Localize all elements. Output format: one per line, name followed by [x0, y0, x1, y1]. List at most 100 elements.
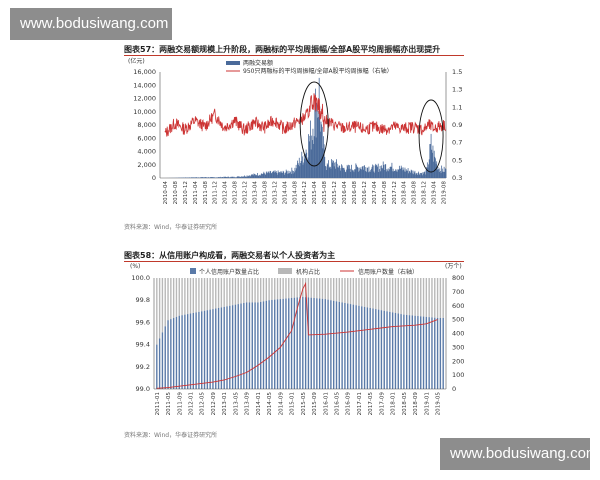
chart1-bar	[316, 117, 318, 178]
chart1-bar	[262, 173, 264, 178]
chart2-personal-bar	[161, 332, 164, 389]
chart2-institution-bar	[226, 278, 228, 307]
chart2-source: 资料来源：Wind，华泰证券研究所	[124, 432, 218, 439]
chart1-bar	[317, 111, 319, 178]
chart1-yright-tick: 1.3	[452, 86, 462, 94]
chart1-bar	[209, 177, 211, 178]
chart1-bar	[325, 166, 327, 178]
chart1-bar	[203, 177, 205, 178]
chart1-bar	[280, 171, 282, 178]
chart1-bar	[216, 177, 217, 178]
chart2-institution-bar	[405, 278, 408, 315]
chart1-bar	[404, 167, 406, 178]
chart1-bar	[227, 176, 229, 178]
chart2-personal-bar	[327, 299, 329, 389]
chart2-institution-bar	[411, 278, 414, 316]
chart2-legend-institution-label: 机构占比	[296, 268, 320, 276]
chart1-bar	[410, 172, 411, 178]
chart1-bar	[274, 170, 276, 178]
chart1-bar	[379, 169, 380, 178]
chart1-bar	[198, 177, 199, 178]
chart1-bar	[300, 162, 301, 178]
chart1-yright-tick: 0.7	[452, 139, 462, 147]
chart1-highlight-circle	[418, 99, 444, 173]
chart2-personal-bar	[302, 296, 304, 389]
chart1-bar	[258, 175, 260, 178]
chart1-bar	[345, 171, 347, 178]
chart2-x-tick: 2017-01	[357, 392, 363, 416]
chart1-bar	[420, 173, 422, 178]
chart1-bar	[371, 166, 373, 178]
chart2-institution-bar	[372, 278, 374, 309]
chart1-x-tick: 2013-04	[253, 181, 259, 205]
chart2-institution-bar	[212, 278, 214, 310]
chart1-bar	[399, 168, 401, 178]
chart1-bar	[418, 173, 420, 178]
chart2-personal-bar	[296, 297, 298, 389]
chart2-yright-tick: 200	[452, 357, 464, 365]
chart1-bar	[425, 169, 427, 178]
chart2-yleft-tick: 100.0	[131, 274, 150, 282]
chart2-institution-bar	[316, 278, 318, 299]
chart2-personal-bar	[341, 302, 343, 389]
chart2-institution-bar	[436, 278, 439, 318]
chart1-bar	[246, 175, 248, 178]
chart2-personal-bar	[375, 309, 377, 389]
chart2-personal-bar	[259, 301, 262, 389]
chart1-bar	[318, 117, 319, 178]
chart1-bar	[213, 177, 215, 178]
chart2-personal-bar	[198, 311, 200, 389]
chart1-bar	[440, 170, 441, 178]
chart1-x-tick: 2014-04	[282, 181, 288, 205]
chart1-bar	[402, 167, 404, 178]
chart1-bar	[389, 166, 391, 178]
chart1-bar	[354, 169, 356, 178]
chart1-bar	[221, 177, 223, 178]
chart1-bar	[372, 165, 374, 178]
chart1-x-tick: 2018-08	[412, 181, 418, 205]
chart2-personal-bar	[313, 297, 315, 389]
chart1-bar	[415, 174, 416, 178]
chart1-bar	[405, 171, 406, 178]
chart1-bar	[297, 160, 298, 178]
chart1-bar	[328, 167, 330, 178]
chart2-institution-bar	[386, 278, 388, 312]
chart1-bar	[275, 172, 277, 178]
chart1-bar	[200, 177, 202, 178]
chart1-bar	[377, 163, 379, 178]
chart1-bar	[254, 174, 255, 178]
chart2-title-rule	[124, 261, 464, 262]
chart2-institution-bar	[248, 278, 251, 303]
chart1-bar	[364, 165, 365, 178]
chart1-bar	[195, 177, 196, 178]
chart2-institution-bar	[366, 278, 369, 308]
chart1-bar	[417, 174, 418, 178]
chart1-yright-tick: 0.9	[452, 121, 462, 129]
chart1-bar	[204, 177, 206, 178]
chart2-institution-bar	[288, 278, 290, 299]
chart1-yleft-tick: 16,000	[133, 68, 156, 76]
chart1-bar	[257, 175, 259, 178]
chart1-bar	[375, 164, 377, 178]
chart2-institution-bar	[229, 278, 231, 306]
chart1-bar	[314, 99, 316, 178]
chart1-bar	[362, 169, 364, 178]
chart2-personal-bar	[175, 316, 178, 389]
chart2-personal-bar	[403, 314, 405, 389]
chart1-bar	[274, 172, 275, 178]
chart2-x-tick: 2016-05	[335, 392, 341, 416]
chart1-bar	[442, 171, 444, 178]
chart1-bar	[293, 172, 295, 178]
chart1-bar	[374, 165, 376, 178]
chart1-bar	[439, 168, 441, 178]
chart1-title: 图表57：两融交易额规模上升阶段，两融标的平均周振幅/全部A股平均周振幅亦出现提…	[124, 45, 441, 54]
chart1-bar	[347, 164, 349, 178]
chart1-bar	[431, 152, 433, 178]
chart2-personal-bar	[394, 312, 397, 389]
chart2-personal-bar	[245, 302, 248, 389]
chart1-bar	[311, 140, 313, 178]
chart1-yright-tick: 1.5	[452, 68, 462, 76]
chart2-institution-bar	[313, 278, 315, 298]
chart1-bar	[376, 165, 378, 178]
chart2-personal-bar	[251, 302, 253, 389]
